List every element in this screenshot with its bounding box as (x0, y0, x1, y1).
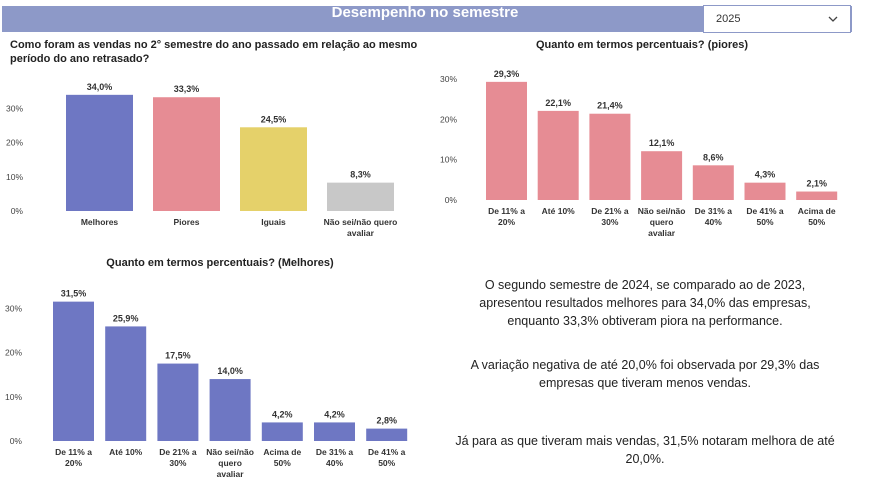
page-title: Desempenho no semestre (331, 4, 519, 21)
melhores-category-label: De 11% a (55, 447, 92, 457)
piores-category-label: De 21% a (591, 206, 629, 216)
melhores-category-label: 40% (326, 458, 343, 468)
overall-category-label: Piores (174, 217, 200, 227)
melhores-category-label: quero (218, 458, 242, 468)
piores-category-label: 20% (498, 217, 515, 227)
overall-bar (66, 94, 133, 211)
overall-ytick-label: 0% (11, 206, 24, 216)
melhores-bar (261, 422, 303, 441)
overall-category-label: Melhores (81, 217, 119, 227)
overall-ytick-label: 10% (6, 172, 23, 182)
overall-bar (327, 182, 394, 211)
chart-piores: Quanto em termos percentuais? (piores) 0%… (440, 39, 838, 238)
melhores-bar (314, 422, 355, 441)
overall-category-label: avaliar (347, 228, 375, 238)
piores-category-label: 50% (756, 217, 773, 227)
piores-value-label: 29,3% (494, 69, 520, 79)
melhores-category-label: Até 10% (109, 447, 143, 457)
melhores-category-label: 30% (169, 458, 186, 468)
chevron-down-icon (828, 16, 838, 22)
overall-ytick-label: 30% (6, 104, 23, 114)
melhores-value-label: 31,5% (61, 289, 87, 299)
melhores-category-label: 20% (65, 458, 82, 468)
piores-value-label: 12,1% (649, 138, 675, 148)
piores-category-label: De 41% a (746, 206, 784, 216)
melhores-ytick-label: 20% (5, 348, 22, 358)
piores-category-label: De 11% a (488, 206, 525, 216)
year-filter-dropdown[interactable]: 2025 (703, 5, 851, 33)
piores-bar (589, 113, 631, 200)
piores-title: Quanto em termos percentuais? (piores) (536, 39, 748, 51)
melhores-bar (157, 363, 199, 441)
piores-ytick-label: 30% (440, 74, 457, 84)
summary-paragraph-2: A variação negativa de até 20,0% foi obs… (470, 358, 820, 390)
melhores-bar (366, 428, 408, 441)
piores-category-label: 30% (601, 217, 618, 227)
piores-category-label: Até 10% (542, 206, 576, 216)
year-filter-value: 2025 (716, 13, 741, 25)
piores-category-label: avaliar (648, 228, 676, 238)
melhores-bar (53, 301, 94, 441)
melhores-category-label: avaliar (217, 469, 245, 479)
melhores-category-label: 50% (274, 458, 291, 468)
overall-category-label: Iguais (261, 217, 286, 227)
melhores-value-label: 2,8% (376, 416, 397, 426)
piores-bar (486, 81, 527, 200)
melhores-category-label: 50% (378, 458, 395, 468)
overall-title: Como foram as vendas no 2° semestre do a… (10, 39, 418, 51)
melhores-title: Quanto em termos percentuais? (Melhores) (106, 257, 334, 269)
piores-value-label: 21,4% (597, 101, 623, 111)
overall-category-label: Não sei/não quero (324, 217, 398, 227)
piores-category-label: Acima de (798, 206, 836, 216)
chart-overall: Como foram as vendas no 2° semestre do a… (6, 39, 418, 238)
overall-value-label: 8,3% (350, 170, 371, 180)
summary-paragraph-3: Já para as que tiveram mais vendas, 31,5… (455, 434, 835, 466)
melhores-category-label: Acima de (263, 447, 301, 457)
melhores-value-label: 14,0% (217, 366, 243, 376)
overall-bar (153, 97, 220, 211)
summary-paragraph-1: O segundo semestre de 2024, se comparado… (479, 278, 811, 328)
piores-category-label: 50% (808, 217, 825, 227)
melhores-value-label: 17,5% (165, 351, 191, 361)
melhores-value-label: 4,2% (272, 409, 293, 419)
overall-title: período do ano retrasado? (10, 53, 150, 65)
piores-bar (641, 151, 683, 200)
overall-value-label: 24,5% (261, 114, 287, 124)
piores-value-label: 2,1% (806, 179, 827, 189)
overall-bar (240, 127, 307, 211)
piores-bar (692, 165, 734, 200)
piores-category-label: quero (650, 217, 674, 227)
piores-bar (744, 182, 786, 200)
melhores-ytick-label: 10% (5, 392, 22, 402)
melhores-value-label: 25,9% (113, 313, 139, 323)
piores-bar (537, 110, 579, 200)
piores-category-label: Não sei/não (638, 206, 686, 216)
overall-value-label: 33,3% (174, 84, 200, 94)
melhores-ytick-label: 0% (10, 436, 23, 446)
chart-melhores: Quanto em termos percentuais? (Melhores)… (5, 257, 408, 479)
piores-category-label: 40% (705, 217, 722, 227)
melhores-category-label: De 41% a (368, 447, 406, 457)
piores-ytick-label: 20% (440, 114, 457, 124)
piores-bar (796, 191, 838, 200)
piores-ytick-label: 0% (445, 195, 458, 205)
overall-value-label: 34,0% (87, 82, 113, 92)
melhores-bar (105, 326, 147, 441)
melhores-category-label: Não sei/não (206, 447, 254, 457)
melhores-category-label: De 21% a (159, 447, 197, 457)
melhores-ytick-label: 30% (5, 303, 22, 313)
piores-ytick-label: 10% (440, 155, 457, 165)
melhores-value-label: 4,2% (324, 409, 345, 419)
piores-value-label: 8,6% (703, 152, 724, 162)
piores-category-label: De 31% a (695, 206, 733, 216)
piores-value-label: 22,1% (545, 98, 571, 108)
overall-ytick-label: 20% (6, 138, 23, 148)
piores-value-label: 4,3% (755, 170, 776, 180)
melhores-bar (209, 379, 251, 441)
melhores-category-label: De 31% a (316, 447, 354, 457)
